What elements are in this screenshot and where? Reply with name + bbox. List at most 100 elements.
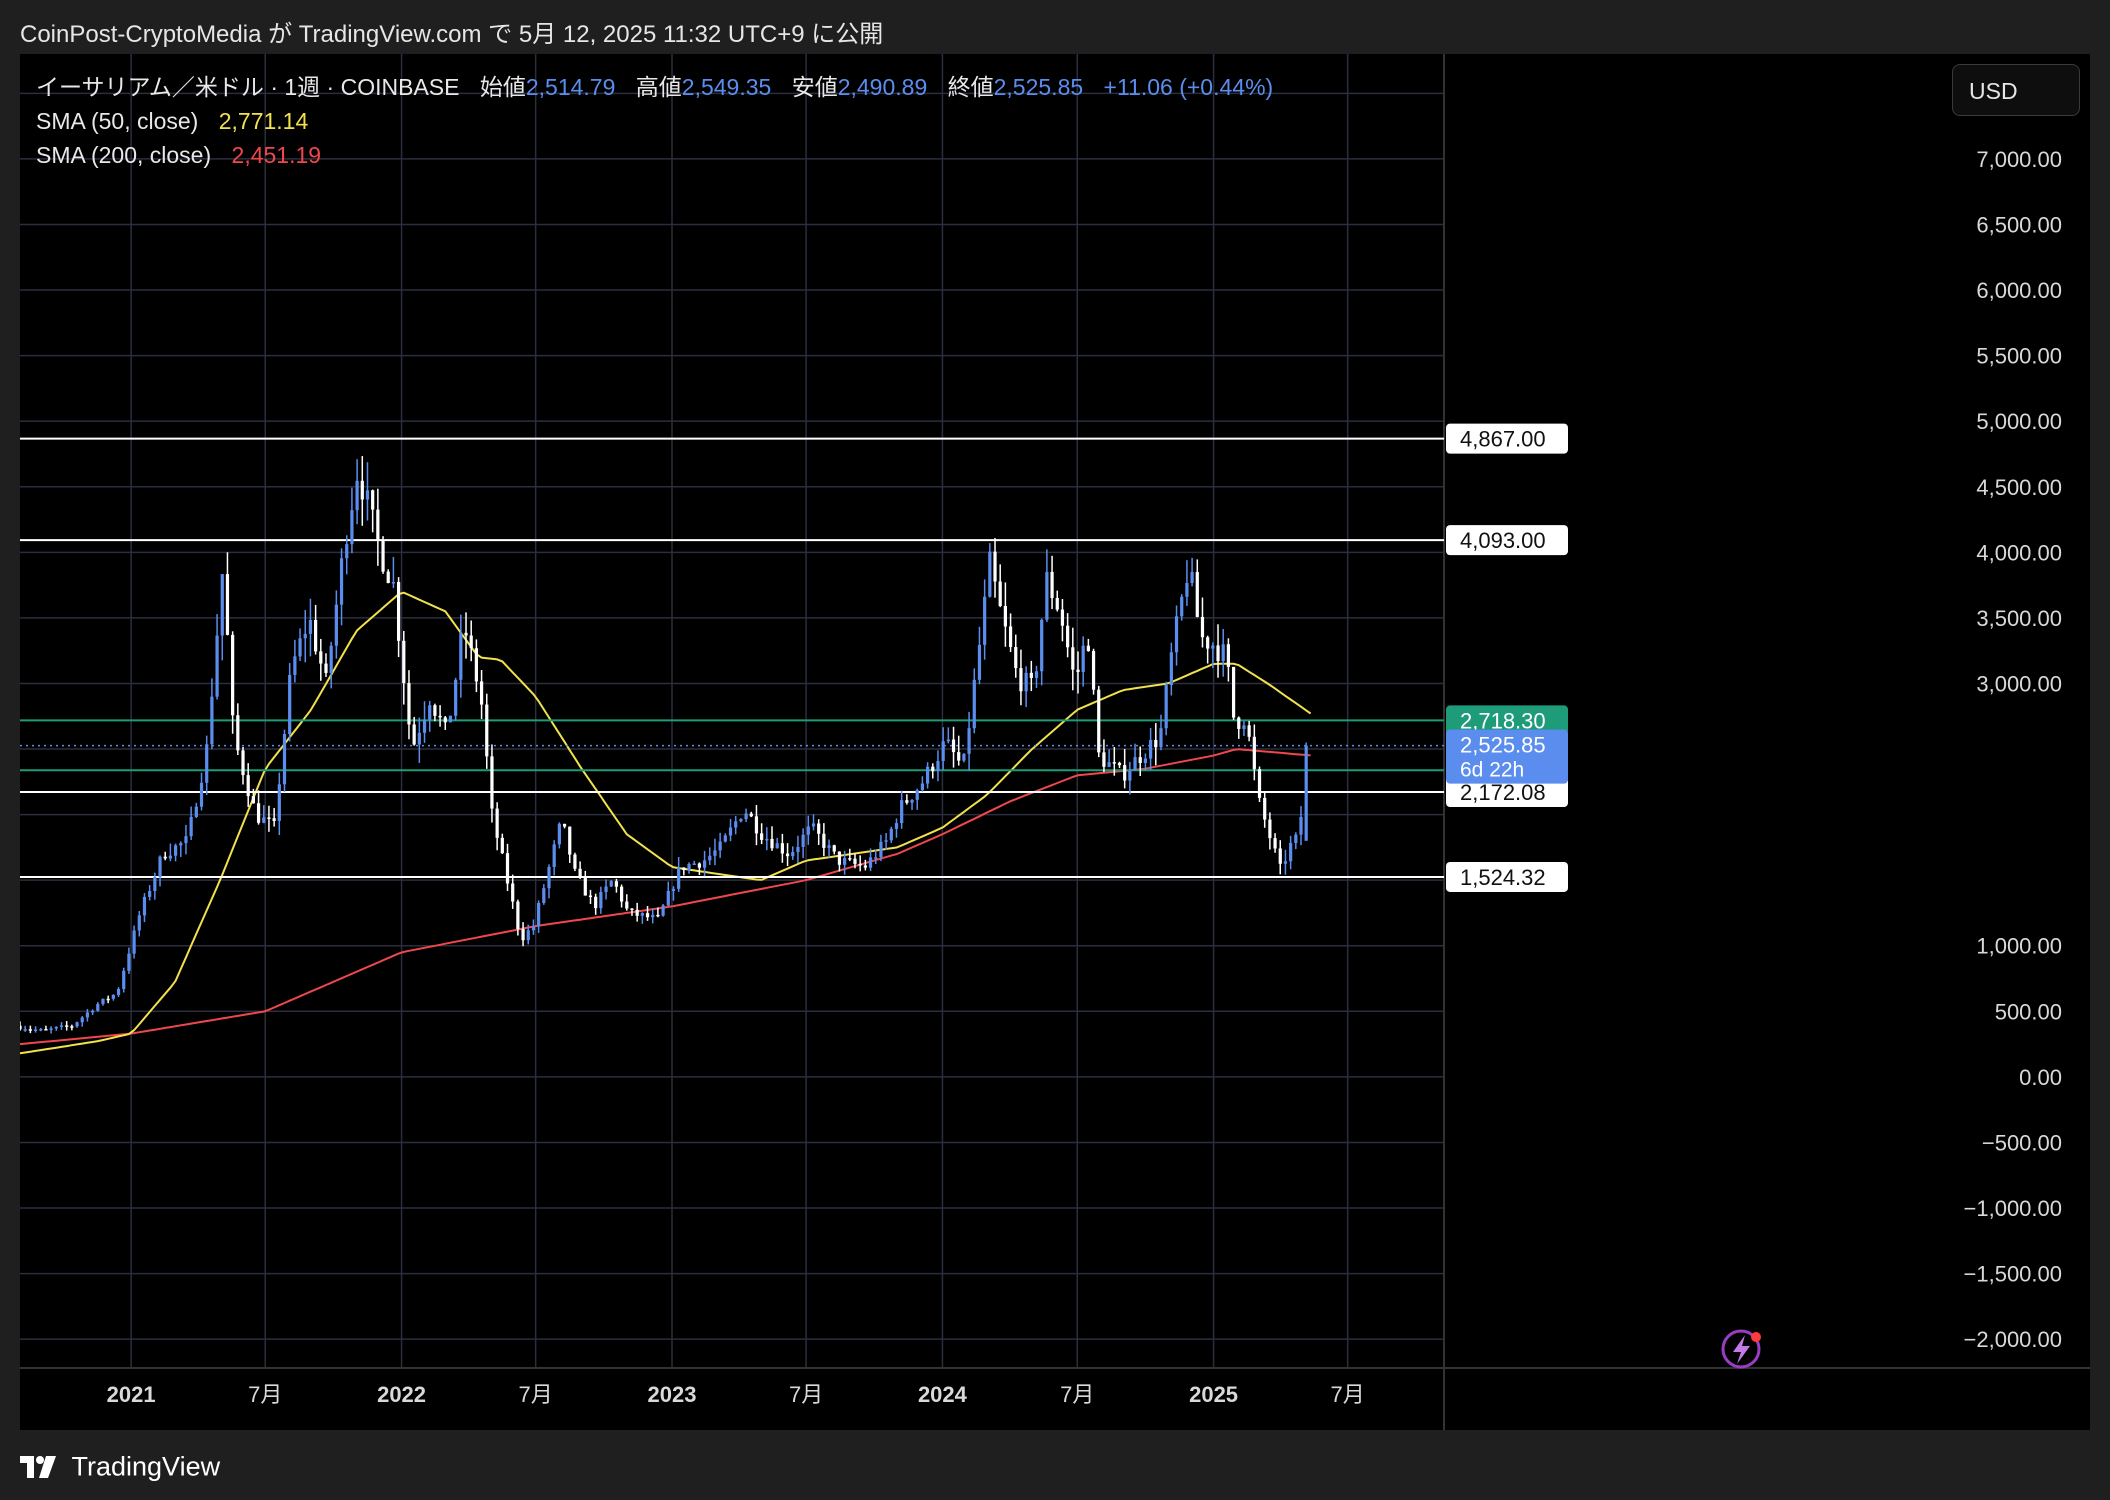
chart-frame[interactable]: 7,000.00 6,500.00 6,000.00 5,500.00 5,000.00…	[20, 54, 2090, 1430]
candle-body	[474, 648, 478, 682]
level-lines	[20, 437, 1444, 878]
sma50-value: 2,771.14	[218, 108, 309, 134]
currency-button[interactable]: USD	[1952, 64, 2080, 116]
candle-body	[448, 715, 453, 723]
candle-body	[298, 638, 302, 657]
candle-body	[1097, 689, 1101, 753]
price-axis[interactable]: 7,000.00 6,500.00 6,000.00 5,500.00 5,000.00…	[1964, 147, 2062, 1352]
candle-body	[1299, 816, 1303, 835]
candle-body	[1273, 838, 1277, 849]
tradingview-logo-icon	[20, 1455, 56, 1478]
low-value: 2,490.89	[837, 74, 928, 100]
y-tick-label: −500.00	[1982, 1130, 2062, 1155]
candle-body	[645, 913, 650, 918]
candle-body	[780, 843, 784, 854]
candle-body	[739, 819, 743, 822]
candle-body	[682, 867, 686, 871]
candle-body	[163, 856, 167, 859]
candle-body	[962, 753, 966, 761]
candle-body	[1174, 616, 1179, 653]
price-chart[interactable]: 7,000.00 6,500.00 6,000.00 5,500.00 5,000.00…	[20, 54, 2090, 1430]
x-tick-label: 7月	[789, 1382, 823, 1407]
candle-body	[853, 858, 857, 864]
candle-body	[630, 908, 634, 911]
candle-body	[552, 844, 556, 867]
candle-body	[23, 1029, 27, 1031]
candle-body	[1112, 762, 1116, 764]
candle-body	[288, 674, 292, 735]
candle-body	[428, 705, 432, 720]
candle-body	[495, 808, 499, 838]
y-tick-label: −2,000.00	[1964, 1327, 2062, 1352]
candle-body	[148, 891, 152, 897]
chart-legend: イーサリアム／米ドル · 1週 · COINBASE 始値2,514.79 高値…	[36, 70, 1273, 172]
candle-body	[967, 728, 971, 754]
candle-body	[568, 826, 572, 855]
candle-body	[490, 756, 494, 809]
candle-body	[1003, 605, 1007, 627]
candle-body	[1237, 717, 1241, 729]
candle-body	[153, 876, 157, 892]
candle-body	[677, 867, 681, 889]
candle-body	[433, 705, 437, 716]
time-axis[interactable]: 2021 7月 2022 7月 2023 7月 2024 7月 2025 7月	[107, 1382, 1365, 1407]
candle-body	[334, 604, 338, 646]
alert-icon[interactable]	[1721, 1329, 1761, 1369]
bottom-bar: TradingView	[0, 1430, 2110, 1500]
candle-body	[360, 480, 364, 500]
level-price-tag: 2,718.30	[1460, 708, 1546, 733]
candle-body	[718, 841, 722, 851]
candle-body	[894, 823, 899, 829]
candle-body	[1055, 597, 1059, 610]
ohlc-row: イーサリアム／米ドル · 1週 · COINBASE 始値2,514.79 高値…	[36, 70, 1273, 104]
candle-body	[189, 816, 193, 837]
candles	[20, 456, 1308, 1034]
candle-body	[915, 790, 919, 800]
candle-body	[505, 853, 510, 884]
candle-body	[827, 845, 831, 848]
level-price-tag-bg	[1446, 777, 1568, 808]
candle-body	[1107, 762, 1111, 767]
level-price-tag: 1,524.32	[1460, 865, 1546, 890]
change-value: +11.06 (+0.44%)	[1103, 74, 1274, 100]
tradingview-brand[interactable]: TradingView	[20, 1450, 220, 1482]
candle-body	[1128, 770, 1132, 781]
candle-body	[485, 704, 489, 757]
candle-body	[983, 596, 987, 645]
candle-body	[314, 619, 318, 652]
level-price-tag-bg	[1446, 705, 1568, 736]
candle-body	[988, 551, 992, 597]
candle-body	[1024, 672, 1028, 692]
candle-body	[1159, 728, 1163, 748]
candle-body	[801, 834, 805, 847]
candle-body	[308, 619, 313, 634]
candle-body	[868, 857, 873, 868]
candle-body	[1221, 644, 1225, 662]
x-tick-label: 7月	[1060, 1382, 1094, 1407]
candle-body	[910, 799, 914, 803]
candle-body	[199, 782, 204, 807]
candle-body	[194, 806, 198, 817]
publish-caption: CoinPost-CryptoMedia が TradingView.com で…	[20, 21, 884, 48]
candle-body	[1086, 645, 1090, 652]
current-price-tag-bg	[1446, 729, 1568, 784]
grid	[20, 54, 2090, 1430]
candle-body	[262, 817, 266, 823]
candle-body	[516, 901, 520, 930]
candle-body	[728, 827, 733, 836]
candle-body	[386, 571, 390, 584]
candle-body	[640, 913, 644, 916]
candle-body	[116, 988, 121, 995]
candle-body	[920, 783, 925, 791]
y-tick-label: 6,500.00	[1976, 212, 2062, 237]
candle-body	[692, 863, 696, 865]
open-value: 2,514.79	[525, 74, 616, 100]
candle-body	[246, 775, 250, 797]
candle-body	[925, 766, 930, 784]
candle-body	[1029, 672, 1033, 679]
candle-body	[256, 803, 261, 823]
candle-body	[785, 853, 790, 857]
candle-body	[744, 813, 748, 820]
candle-body	[1076, 669, 1080, 673]
candle-body	[931, 766, 935, 772]
